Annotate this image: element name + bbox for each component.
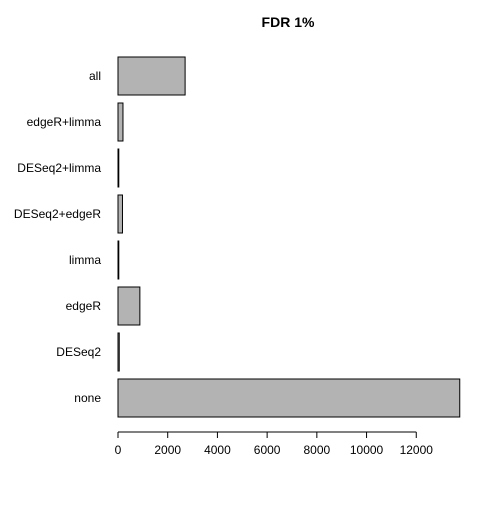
x-tick-label-0: 0: [115, 443, 122, 457]
category-label-deseq2-limma: DESeq2+limma: [17, 161, 101, 175]
category-label-edger: edgeR: [66, 299, 102, 313]
bar-all: [117, 56, 186, 96]
x-tick-label-2000: 2000: [154, 443, 181, 457]
category-label-limma: limma: [69, 253, 101, 267]
bar-limma: [117, 240, 120, 280]
bar-edger-limma: [117, 102, 124, 142]
chart-title: FDR 1%: [262, 14, 315, 30]
x-tick-label-6000: 6000: [254, 443, 281, 457]
x-tick-label-8000: 8000: [303, 443, 330, 457]
bars-layer: [117, 56, 461, 418]
bar-edger: [117, 286, 141, 326]
category-label-none: none: [74, 391, 101, 405]
bar-deseq2-limma: [117, 148, 120, 188]
x-tick-label-10000: 10000: [350, 443, 384, 457]
x-tick-label-12000: 12000: [400, 443, 434, 457]
category-label-all: all: [89, 69, 101, 83]
category-labels: all edgeR+limma DESeq2+limma DESeq2+edgeR li…: [14, 69, 101, 405]
bar-deseq2-edger: [117, 194, 123, 234]
bar-deseq2: [117, 332, 120, 372]
category-label-deseq2-edger: DESeq2+edgeR: [14, 207, 101, 221]
x-tick-label-4000: 4000: [204, 443, 231, 457]
bar-none: [117, 378, 461, 418]
x-axis: 0 2000 4000 6000 8000 10000 12000: [115, 431, 434, 457]
category-label-deseq2: DESeq2: [56, 345, 101, 359]
category-label-edger-limma: edgeR+limma: [27, 115, 102, 129]
